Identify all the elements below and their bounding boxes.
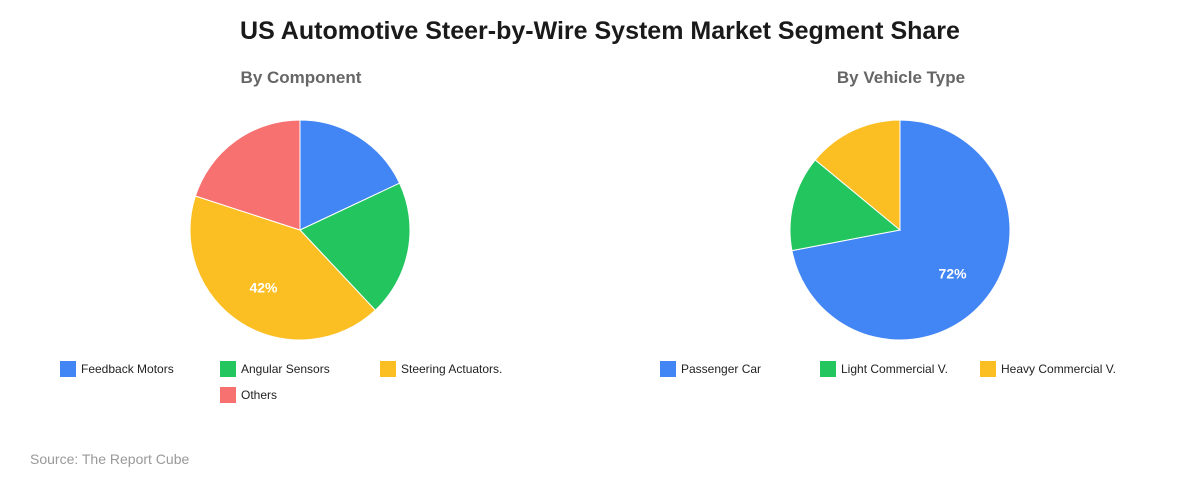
legend-label: Steering Actuators. [401, 362, 503, 376]
legend-label: Heavy Commercial V. [1001, 362, 1116, 376]
pie-title-component: By Component [240, 68, 362, 87]
legend-swatch [380, 361, 396, 377]
pie-data-label-passenger-car: 72% [939, 265, 968, 281]
legend-label: Angular Sensors [241, 362, 330, 376]
pie-slice-angular-sensors[interactable] [299, 182, 411, 311]
legend-swatch [220, 387, 236, 403]
source-note: Source: The Report Cube [30, 451, 190, 467]
legend-item-others[interactable]: Others [220, 387, 277, 403]
legend-swatch [220, 361, 236, 377]
pie-title-vehicle-type: By Vehicle Type [836, 68, 966, 87]
legend-item-heavy-commercial-v[interactable]: Heavy Commercial V. [980, 361, 1116, 377]
pie-component: 42% [189, 119, 411, 341]
chart-title: US Automotive Steer-by-Wire System Marke… [240, 17, 960, 45]
legend-item-steering-actuators[interactable]: Steering Actuators. [380, 361, 502, 377]
pie-slice-passenger-car[interactable] [791, 119, 1011, 341]
legend-label: Light Commercial V. [841, 362, 948, 376]
legend-item-light-commercial-v[interactable]: Light Commercial V. [820, 361, 948, 377]
legend-label: Passenger Car [681, 362, 762, 376]
legend-label: Others [241, 388, 278, 402]
legend-item-passenger-car[interactable]: Passenger Car [660, 361, 761, 377]
pie-slice-heavy-commercial-v[interactable] [814, 119, 901, 232]
pie-data-label-steering-actuators: 42% [249, 280, 278, 296]
pie-slice-steering-actuators[interactable] [189, 195, 377, 341]
legend-swatch [60, 361, 76, 377]
legend-swatch [980, 361, 996, 377]
pie-vehicle-type: 72% [789, 119, 1011, 341]
legend-item-feedback-motors[interactable]: Feedback Motors [60, 361, 174, 377]
legend-swatch [660, 361, 676, 377]
pie-slice-feedback-motors[interactable] [299, 119, 401, 231]
legend-item-angular-sensors[interactable]: Angular Sensors [220, 361, 330, 377]
legend-label: Feedback Motors [81, 362, 174, 376]
pie-slice-light-commercial-v[interactable] [789, 159, 902, 252]
legend-swatch [820, 361, 836, 377]
pie-slice-others[interactable] [194, 119, 301, 231]
